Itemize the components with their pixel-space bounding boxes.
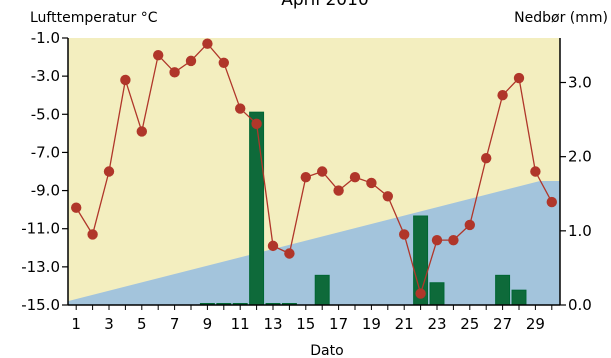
- temperature-point: [333, 185, 344, 196]
- temperature-point: [71, 202, 82, 213]
- x-tick-label: 13: [263, 315, 282, 333]
- area-series: [68, 181, 560, 305]
- precip-bar: [511, 289, 527, 306]
- x-axis-label: Dato: [310, 343, 343, 358]
- y-right-tick-label: 2.0: [568, 148, 592, 166]
- temperature-point: [185, 55, 197, 67]
- x-tick-label: 7: [170, 315, 180, 333]
- y-right-tick-label: 0.0: [568, 296, 592, 314]
- temperature-point: [464, 219, 475, 231]
- temperature-point: [103, 166, 115, 177]
- temperature-point: [202, 38, 213, 49]
- temperature-point: [349, 172, 361, 183]
- x-tick-label: 27: [493, 315, 512, 333]
- temperature-line: [75, 42, 553, 296]
- chart-title: April 2010: [281, 0, 369, 10]
- tick-labels: -1.0 -3.0 -5.0 -7.0 -9.0 -11.0 -13.0 -15.0 0.0 1.…: [21, 29, 592, 333]
- precip-bar: [495, 274, 511, 306]
- temperature-point: [235, 103, 246, 114]
- temperature-point: [120, 74, 131, 86]
- y-left-tick-label: -15.0: [21, 296, 60, 314]
- temperature-point: [136, 126, 147, 137]
- temperature-point: [267, 240, 279, 252]
- temperature-point: [218, 57, 229, 68]
- precip-bar: [314, 274, 330, 306]
- x-tick-label: 25: [460, 315, 479, 333]
- x-tick-label: 11: [231, 315, 250, 333]
- temperature-point: [382, 191, 393, 202]
- y-right-tick-label: 3.0: [568, 74, 592, 92]
- y-left-tick-label: -7.0: [31, 143, 60, 161]
- x-tick-label: 19: [362, 315, 381, 333]
- temperature-point: [546, 196, 557, 208]
- x-tick-label: 23: [427, 315, 446, 333]
- temperature-point: [448, 234, 459, 246]
- temperature-point: [431, 234, 443, 246]
- precip-bar: [429, 282, 445, 306]
- y-left-tick-label: -9.0: [31, 182, 60, 200]
- y-left-tick-label: -5.0: [31, 105, 60, 123]
- temperature-point: [153, 49, 164, 61]
- temperature-point: [169, 67, 180, 78]
- precip-bar: [249, 111, 265, 306]
- axes: [62, 37, 566, 310]
- x-tick-label: 5: [137, 315, 147, 333]
- temperature-point: [284, 248, 295, 259]
- temperature-point: [251, 118, 262, 130]
- y-right-tick-label: 1.0: [568, 222, 592, 240]
- temperature-points: [71, 38, 557, 299]
- temperature-point: [513, 72, 525, 84]
- y-left-tick-label: -1.0: [31, 29, 60, 47]
- temperature-point: [366, 177, 377, 189]
- temperature-point: [415, 288, 426, 299]
- temperature-point: [481, 152, 492, 164]
- y-axis-left-label: Lufttemperatur °C: [30, 10, 158, 26]
- x-tick-label: 21: [395, 315, 414, 333]
- temperature-point: [530, 166, 541, 177]
- y-axis-right-label: Nedbør (mm): [514, 10, 608, 26]
- x-tick-label: 17: [329, 315, 348, 333]
- temperature-point: [399, 229, 410, 240]
- x-tick-label: 29: [526, 315, 545, 333]
- y-left-tick-label: -13.0: [21, 258, 60, 276]
- x-tick-label: 3: [104, 315, 114, 333]
- y-left-tick-label: -3.0: [31, 67, 60, 85]
- temperature-point: [317, 166, 328, 177]
- x-tick-label: 9: [203, 315, 213, 333]
- temperature-point: [300, 172, 311, 183]
- temperature-point: [87, 229, 98, 240]
- y-left-tick-label: -11.0: [21, 220, 60, 238]
- temperature-point: [497, 90, 508, 101]
- x-tick-label: 1: [71, 315, 81, 333]
- x-tick-label: 15: [296, 315, 315, 333]
